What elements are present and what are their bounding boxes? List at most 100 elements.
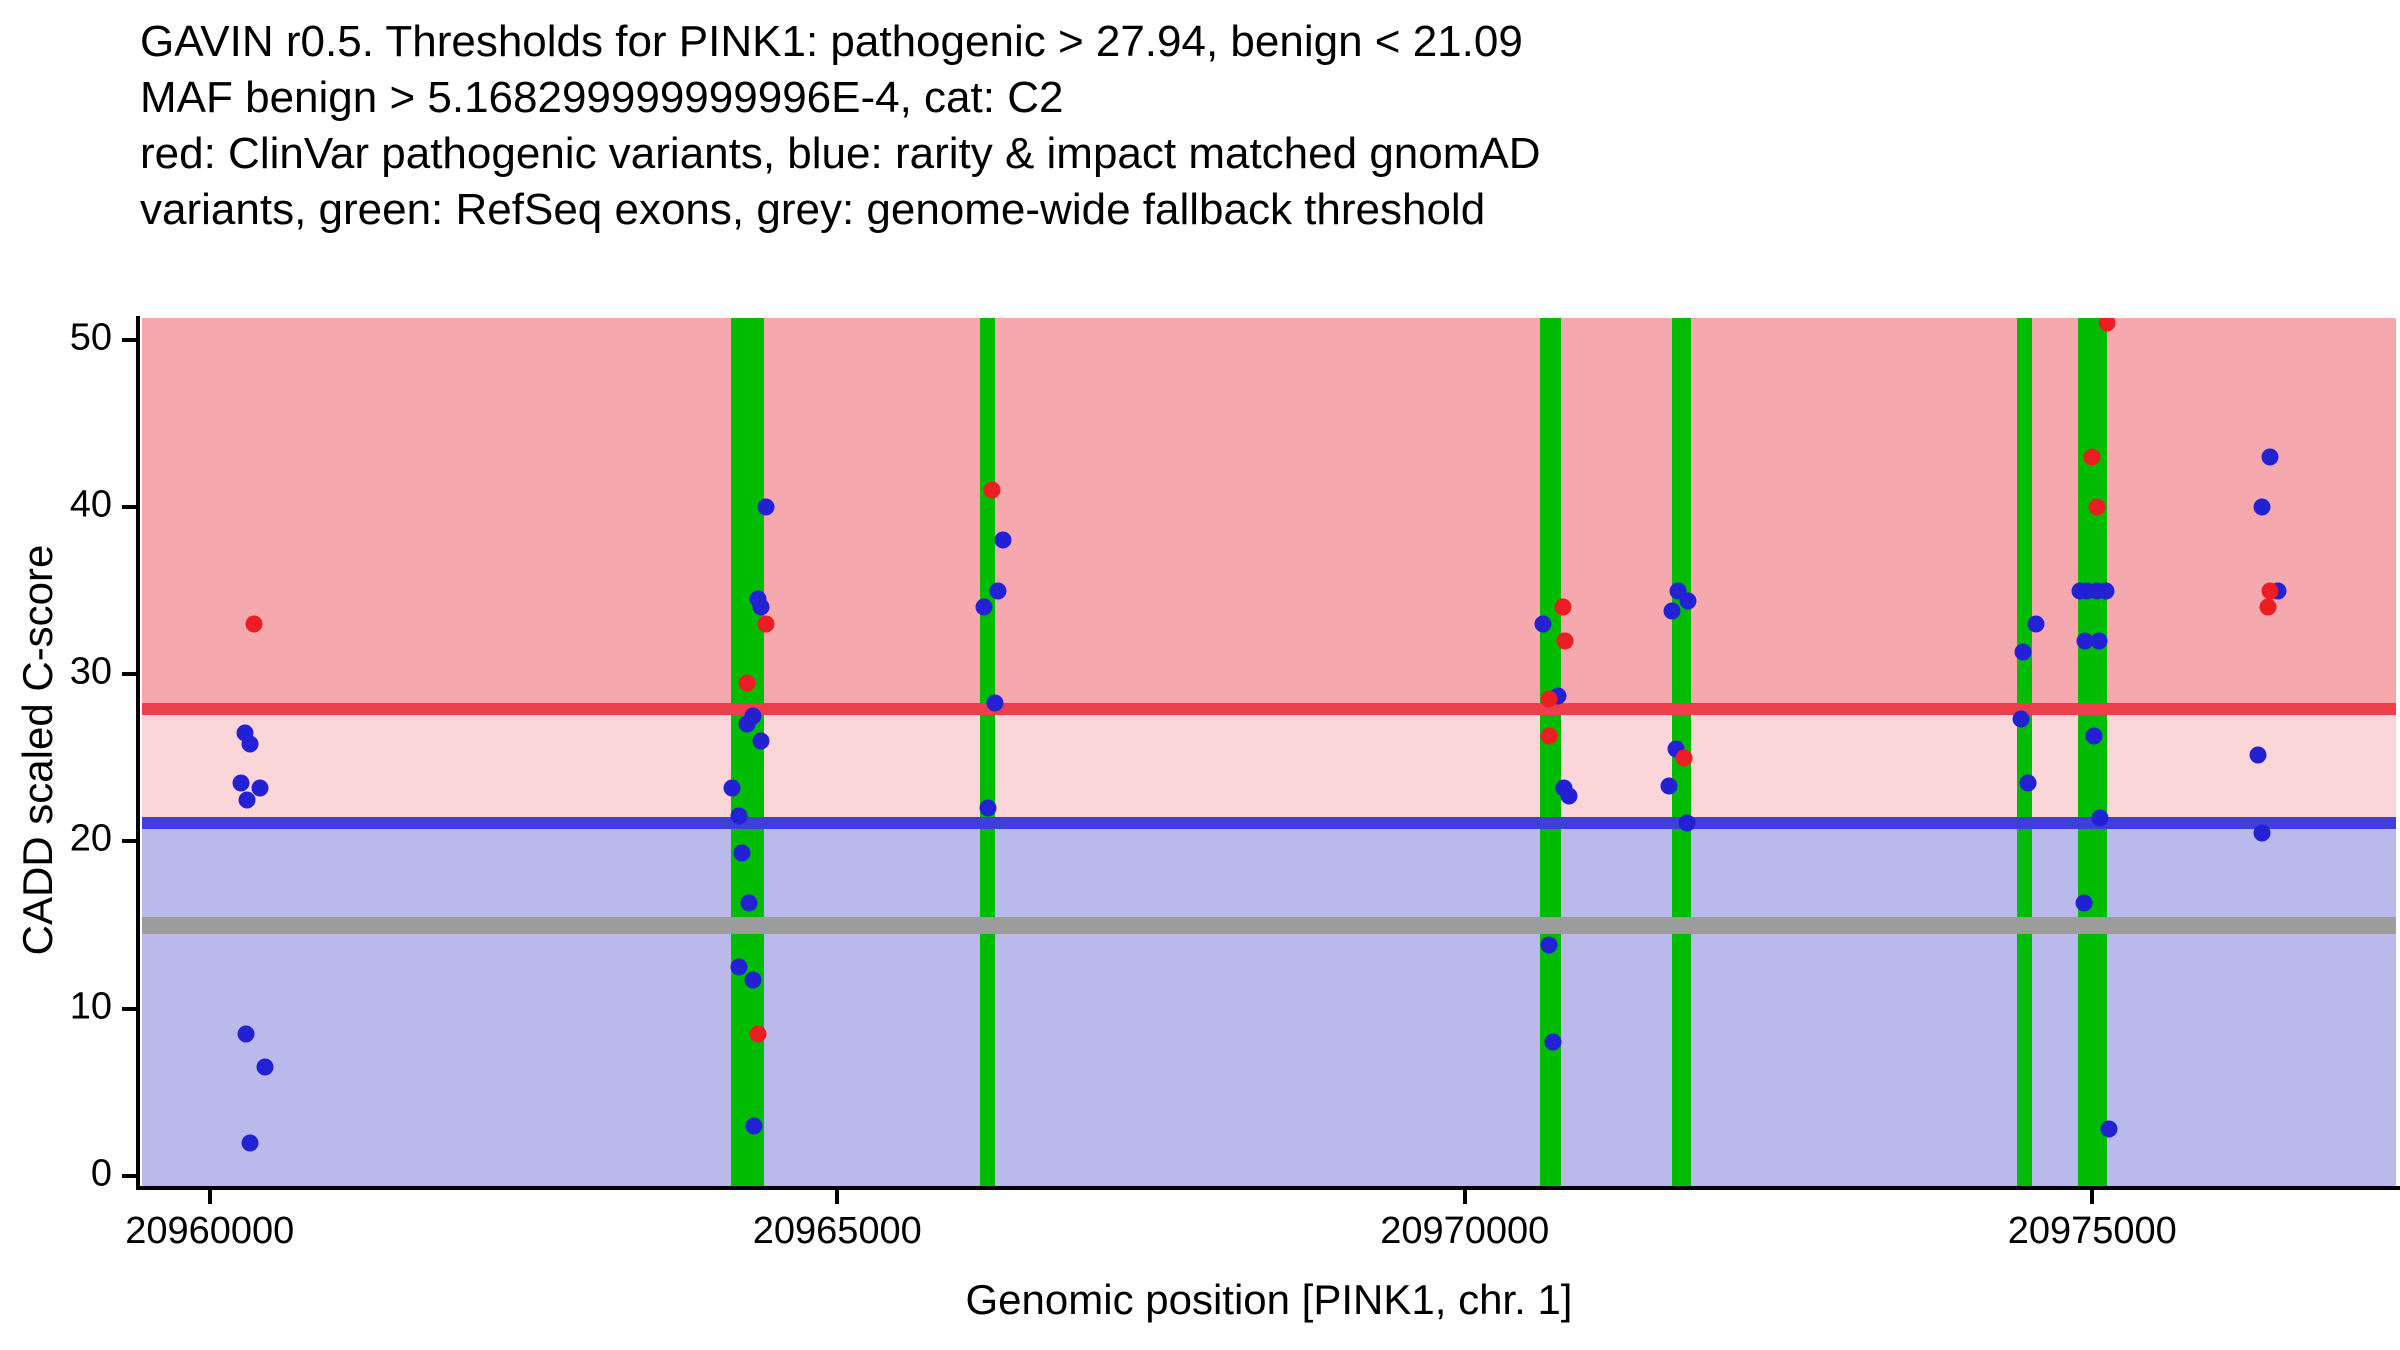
data-point bbox=[752, 732, 770, 750]
x-tick bbox=[1462, 1190, 1467, 1204]
chart-title: GAVIN r0.5. Thresholds for PINK1: pathog… bbox=[140, 14, 1541, 238]
chart-title-line-4: variants, green: RefSeq exons, grey: gen… bbox=[140, 185, 1486, 234]
data-point bbox=[975, 598, 993, 616]
data-point bbox=[2098, 318, 2116, 332]
data-point bbox=[723, 779, 741, 797]
data-point bbox=[757, 615, 775, 633]
data-point bbox=[2085, 727, 2103, 745]
data-point bbox=[989, 582, 1007, 600]
y-tick-label: 30 bbox=[69, 650, 112, 693]
x-tick bbox=[835, 1190, 840, 1204]
data-point bbox=[1560, 787, 1578, 805]
data-point bbox=[2012, 710, 2030, 728]
benign-threshold-line bbox=[142, 817, 2396, 830]
x-tick-label: 20965000 bbox=[752, 1210, 922, 1252]
data-point bbox=[2091, 809, 2109, 827]
data-point bbox=[2027, 615, 2045, 633]
y-tick bbox=[122, 1173, 136, 1178]
data-point bbox=[986, 694, 1004, 712]
y-tick bbox=[122, 1006, 136, 1011]
data-point bbox=[744, 971, 762, 989]
data-point bbox=[238, 791, 256, 809]
data-point bbox=[1540, 936, 1558, 954]
y-tick-label: 0 bbox=[90, 1152, 112, 1195]
data-point bbox=[2097, 582, 2115, 600]
data-point bbox=[1679, 592, 1697, 610]
y-tick-label: 50 bbox=[69, 316, 112, 359]
data-point bbox=[740, 894, 758, 912]
data-point bbox=[241, 735, 259, 753]
x-tick-label: 20975000 bbox=[2007, 1210, 2177, 1252]
x-tick bbox=[2090, 1190, 2095, 1204]
data-point bbox=[2249, 746, 2267, 763]
chart-title-line-2: MAF benign > 5.168299999999996E-4, cat: … bbox=[140, 73, 1064, 122]
y-tick bbox=[122, 839, 136, 844]
x-tick-label: 20970000 bbox=[1380, 1210, 1550, 1252]
data-point bbox=[1540, 727, 1558, 745]
data-point bbox=[2261, 582, 2279, 600]
data-point bbox=[232, 774, 250, 792]
exon-band bbox=[2016, 318, 2033, 1186]
data-point bbox=[733, 844, 751, 862]
data-point bbox=[738, 674, 756, 692]
data-point bbox=[2014, 643, 2032, 661]
data-point bbox=[256, 1058, 274, 1076]
y-tick bbox=[122, 337, 136, 342]
data-point bbox=[994, 531, 1012, 549]
x-axis-title: Genomic position [PINK1, chr. 1] bbox=[965, 1276, 1573, 1323]
y-tick bbox=[122, 672, 136, 677]
data-point bbox=[1554, 598, 1572, 616]
data-point bbox=[1675, 749, 1693, 767]
data-point bbox=[1540, 690, 1558, 708]
chart-title-line-3: red: ClinVar pathogenic variants, blue: … bbox=[140, 129, 1541, 178]
exon-band bbox=[980, 318, 996, 1186]
data-point bbox=[1678, 814, 1696, 832]
x-axis: 20960000 20965000 20970000 20975000 bbox=[125, 1190, 2396, 1280]
plot-panel bbox=[142, 318, 2396, 1186]
chart-title-line-1: GAVIN r0.5. Thresholds for PINK1: pathog… bbox=[140, 17, 1523, 66]
data-point bbox=[730, 807, 748, 825]
data-point bbox=[2076, 632, 2094, 650]
data-point bbox=[979, 799, 997, 817]
data-point bbox=[2088, 498, 2106, 516]
data-point bbox=[983, 481, 1001, 499]
data-point bbox=[2090, 632, 2108, 650]
benign-region bbox=[142, 823, 2396, 1186]
data-point bbox=[752, 598, 770, 616]
data-point bbox=[1660, 777, 1678, 795]
data-point bbox=[2259, 598, 2277, 616]
data-point bbox=[2253, 498, 2271, 516]
data-point bbox=[2083, 448, 2101, 466]
data-point bbox=[1534, 615, 1552, 633]
data-point bbox=[745, 1117, 763, 1135]
pathogenic-threshold-line bbox=[142, 702, 2396, 715]
data-point bbox=[738, 715, 756, 733]
data-point bbox=[251, 779, 269, 797]
y-axis-line bbox=[136, 316, 140, 1190]
y-tick bbox=[122, 504, 136, 509]
exon-band bbox=[1540, 318, 1562, 1186]
x-tick-label: 20960000 bbox=[125, 1210, 295, 1252]
data-point bbox=[2100, 1120, 2118, 1138]
y-axis: 0 10 20 30 40 50 bbox=[0, 316, 138, 1194]
data-point bbox=[1544, 1033, 1562, 1051]
data-point bbox=[730, 958, 748, 976]
data-point bbox=[2019, 774, 2037, 792]
y-tick-label: 20 bbox=[69, 817, 112, 860]
y-tick-label: 10 bbox=[69, 985, 112, 1028]
exon-band bbox=[730, 318, 765, 1186]
x-tick bbox=[207, 1190, 212, 1204]
y-tick-label: 40 bbox=[69, 483, 112, 526]
data-point bbox=[2261, 448, 2279, 466]
data-point bbox=[749, 1025, 767, 1043]
intermediate-region bbox=[142, 708, 2396, 824]
x-axis-line bbox=[136, 1186, 2400, 1190]
data-point bbox=[241, 1134, 259, 1152]
data-point bbox=[757, 498, 775, 516]
data-point bbox=[245, 615, 263, 633]
fallback-threshold-line bbox=[142, 917, 2396, 935]
data-point bbox=[237, 1025, 255, 1043]
data-point bbox=[1556, 632, 1574, 650]
data-point bbox=[1663, 602, 1681, 620]
